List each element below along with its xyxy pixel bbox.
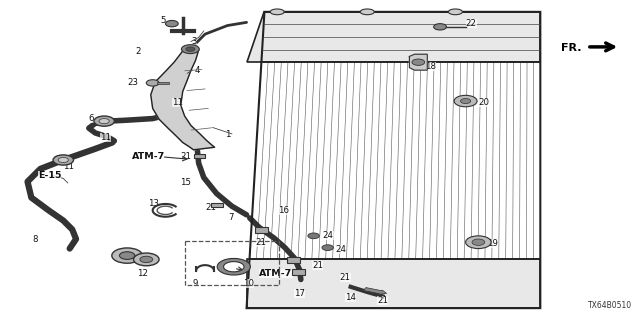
Circle shape <box>140 256 153 263</box>
Text: 24: 24 <box>323 231 333 240</box>
Circle shape <box>186 47 195 51</box>
Circle shape <box>322 245 333 251</box>
Circle shape <box>166 20 178 27</box>
Circle shape <box>454 95 477 107</box>
Ellipse shape <box>449 9 463 15</box>
Circle shape <box>58 157 68 163</box>
Text: 21: 21 <box>312 261 323 270</box>
Circle shape <box>53 155 74 165</box>
Bar <box>255 227 268 233</box>
Ellipse shape <box>270 9 284 15</box>
Text: 11: 11 <box>172 98 183 107</box>
Text: FR.: FR. <box>561 43 582 53</box>
Text: 24: 24 <box>335 245 346 254</box>
Text: 15: 15 <box>180 178 191 187</box>
Text: 16: 16 <box>278 206 289 215</box>
Text: 10: 10 <box>243 279 254 288</box>
Circle shape <box>308 233 319 239</box>
Text: 17: 17 <box>294 289 305 298</box>
Circle shape <box>466 236 491 249</box>
Circle shape <box>134 253 159 266</box>
Text: 21: 21 <box>340 273 351 282</box>
Circle shape <box>461 99 470 104</box>
Text: ATM-7: ATM-7 <box>259 268 292 278</box>
Bar <box>211 203 223 207</box>
Text: 4: 4 <box>194 66 200 75</box>
Text: 11: 11 <box>63 162 74 171</box>
Text: 7: 7 <box>228 213 234 222</box>
Bar <box>184 241 279 285</box>
Text: ATM-7: ATM-7 <box>132 152 165 161</box>
Text: 3: 3 <box>191 37 196 46</box>
Text: 21: 21 <box>205 203 216 212</box>
Circle shape <box>181 45 199 53</box>
Polygon shape <box>246 12 540 62</box>
FancyArrow shape <box>364 288 387 294</box>
Text: 5: 5 <box>161 16 166 25</box>
Text: TX64B0510: TX64B0510 <box>588 301 632 310</box>
Circle shape <box>112 248 143 263</box>
Text: 11: 11 <box>100 133 111 142</box>
Text: 14: 14 <box>345 292 356 301</box>
Circle shape <box>147 80 159 86</box>
Text: 8: 8 <box>32 235 38 244</box>
Text: 19: 19 <box>487 239 498 248</box>
Text: 2: 2 <box>135 46 141 56</box>
Text: 20: 20 <box>478 98 490 107</box>
Circle shape <box>94 116 115 126</box>
Bar <box>287 258 300 263</box>
Text: 22: 22 <box>466 19 477 28</box>
Circle shape <box>472 239 484 245</box>
Bar <box>157 82 169 84</box>
Text: 1: 1 <box>225 130 230 139</box>
Text: 9: 9 <box>192 279 197 288</box>
Text: 13: 13 <box>148 199 159 208</box>
Polygon shape <box>246 259 540 308</box>
Circle shape <box>434 24 447 30</box>
Polygon shape <box>410 54 428 70</box>
Text: 23: 23 <box>127 78 138 87</box>
Circle shape <box>99 119 109 124</box>
Text: 6: 6 <box>88 114 94 123</box>
Circle shape <box>120 252 135 260</box>
Text: E-15: E-15 <box>38 171 61 180</box>
Bar <box>193 154 205 158</box>
Text: 12: 12 <box>137 269 148 278</box>
Polygon shape <box>151 50 214 150</box>
Ellipse shape <box>360 9 374 15</box>
Text: 21: 21 <box>180 152 191 161</box>
Circle shape <box>412 59 425 65</box>
Text: 18: 18 <box>425 61 436 70</box>
Text: 21: 21 <box>377 296 388 305</box>
Bar <box>292 269 305 275</box>
Text: 21: 21 <box>255 238 266 247</box>
